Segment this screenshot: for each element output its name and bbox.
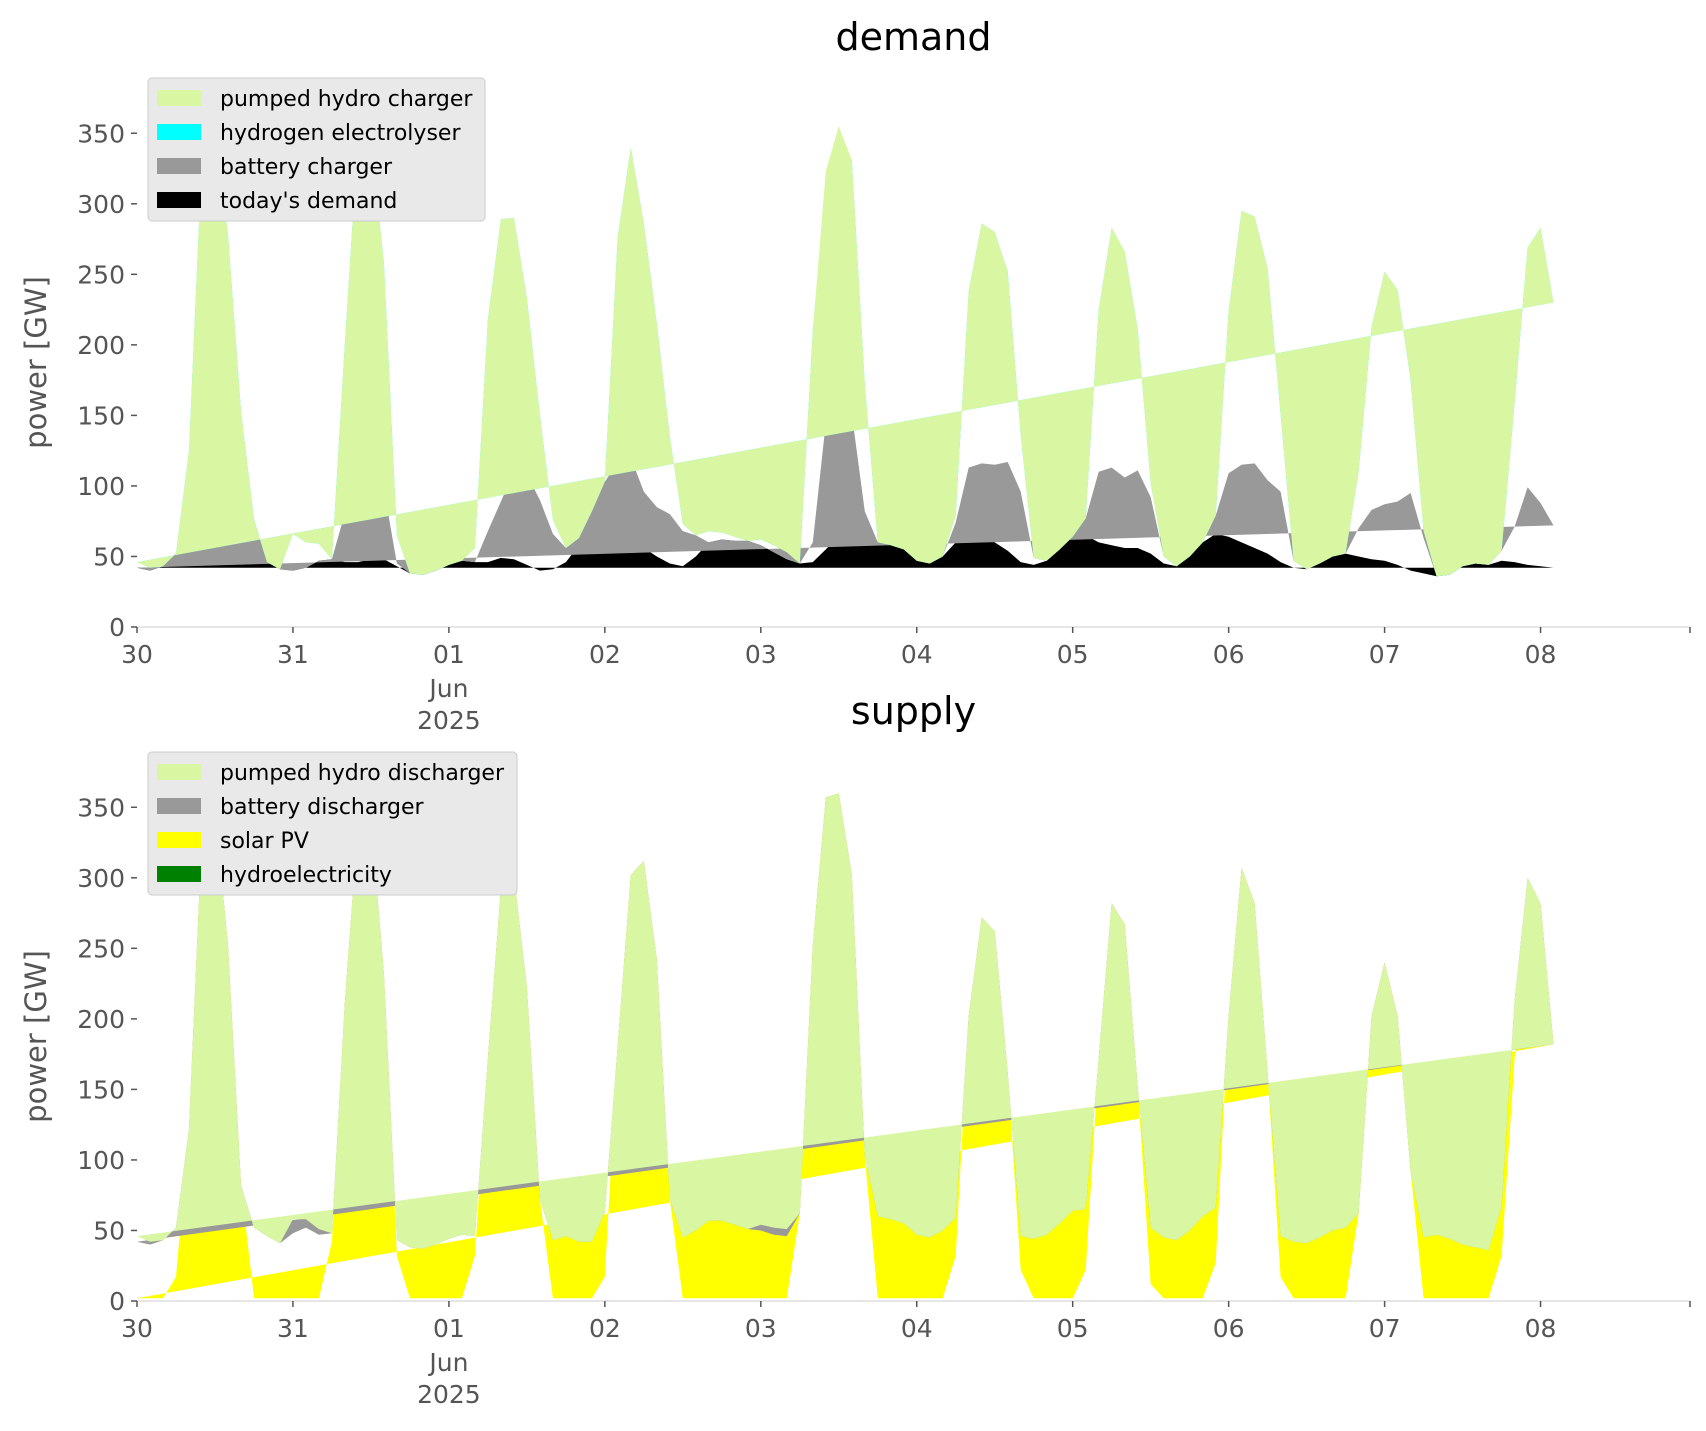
legend-swatch bbox=[157, 866, 201, 882]
x-tick-label: 31 bbox=[277, 1314, 309, 1343]
x-tick-sublabel: 2025 bbox=[417, 706, 481, 735]
y-tick-label: 350 bbox=[77, 119, 125, 148]
legend-swatch bbox=[157, 124, 201, 140]
y-tick-label: 300 bbox=[77, 190, 125, 219]
legend-box bbox=[147, 77, 486, 222]
y-tick-label: 200 bbox=[77, 331, 125, 360]
legend-box bbox=[147, 751, 518, 896]
x-tick-sublabel: Jun bbox=[427, 674, 468, 703]
legend-item-label: hydrogen electrolyser bbox=[220, 121, 461, 146]
y-tick-label: 150 bbox=[77, 1075, 125, 1104]
y-axis-label: power [GW] bbox=[19, 950, 53, 1123]
area-pumped-hydro-charger bbox=[137, 126, 1554, 577]
y-tick-label: 250 bbox=[77, 260, 125, 289]
x-tick-label: 30 bbox=[121, 1314, 153, 1343]
legend-item-label: today's demand bbox=[220, 189, 397, 214]
x-tick-label: 05 bbox=[1057, 1314, 1089, 1343]
x-tick-label: 01 bbox=[433, 1314, 465, 1343]
x-tick-label: 31 bbox=[277, 640, 309, 669]
legend: pumped hydro charger hydrogen electrolyse… bbox=[147, 77, 486, 222]
legend-swatch bbox=[157, 158, 201, 174]
y-tick-label: 350 bbox=[77, 793, 125, 822]
y-tick-label: 0 bbox=[109, 613, 125, 642]
y-tick-label: 200 bbox=[77, 1005, 125, 1034]
x-tick-sublabel: 2025 bbox=[417, 1380, 481, 1409]
x-tick-label: 03 bbox=[745, 1314, 777, 1343]
x-tick-label: 06 bbox=[1213, 1314, 1245, 1343]
x-tick-label: 06 bbox=[1213, 640, 1245, 669]
legend-swatch bbox=[157, 798, 201, 814]
x-tick-label: 01 bbox=[433, 640, 465, 669]
chart-title: demand bbox=[835, 15, 991, 59]
x-tick-label: 08 bbox=[1525, 1314, 1557, 1343]
legend-swatch bbox=[157, 832, 201, 848]
legend-swatch bbox=[157, 192, 201, 208]
x-tick-label: 08 bbox=[1525, 640, 1557, 669]
legend-item-label: battery discharger bbox=[220, 795, 425, 820]
x-tick-label: 04 bbox=[901, 1314, 933, 1343]
x-tick-label: 04 bbox=[901, 640, 933, 669]
x-tick-label: 07 bbox=[1369, 640, 1401, 669]
x-tick-sublabel: Jun bbox=[427, 1348, 468, 1377]
x-tick-label: 03 bbox=[745, 640, 777, 669]
x-tick-label: 02 bbox=[589, 640, 621, 669]
y-tick-label: 300 bbox=[77, 864, 125, 893]
area-today-s-demand bbox=[137, 533, 1554, 577]
y-tick-label: 250 bbox=[77, 934, 125, 963]
y-axis-label: power [GW] bbox=[19, 276, 53, 449]
legend-item-label: pumped hydro charger bbox=[220, 87, 473, 112]
area-battery-charger bbox=[137, 412, 1554, 577]
y-tick-label: 150 bbox=[77, 401, 125, 430]
y-tick-label: 0 bbox=[109, 1287, 125, 1316]
legend-item-label: pumped hydro discharger bbox=[220, 761, 505, 786]
x-tick-label: 05 bbox=[1057, 640, 1089, 669]
legend-item-label: battery charger bbox=[220, 155, 393, 180]
legend-swatch bbox=[157, 764, 201, 780]
area-pumped-hydro-discharger bbox=[137, 793, 1554, 1251]
legend-item-label: solar PV bbox=[220, 829, 309, 854]
x-tick-label: 30 bbox=[121, 640, 153, 669]
y-tick-label: 50 bbox=[93, 1216, 125, 1245]
chart-title: supply bbox=[851, 689, 976, 733]
legend-swatch bbox=[157, 90, 201, 106]
x-tick-label: 02 bbox=[589, 1314, 621, 1343]
legend: pumped hydro discharger battery discharge… bbox=[147, 751, 518, 896]
y-tick-label: 100 bbox=[77, 472, 125, 501]
y-tick-label: 100 bbox=[77, 1146, 125, 1175]
y-tick-label: 50 bbox=[93, 542, 125, 571]
legend-item-label: hydroelectricity bbox=[220, 863, 392, 888]
x-tick-label: 07 bbox=[1369, 1314, 1401, 1343]
